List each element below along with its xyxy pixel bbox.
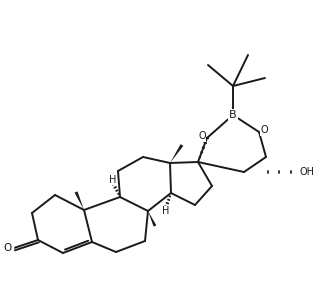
Text: B: B [229, 110, 237, 120]
Text: H: H [162, 206, 170, 216]
Polygon shape [75, 191, 84, 210]
Text: H: H [109, 175, 117, 185]
Text: O: O [260, 125, 268, 135]
Polygon shape [148, 211, 156, 227]
Text: OH: OH [299, 167, 314, 177]
Text: O: O [4, 243, 12, 253]
Polygon shape [170, 144, 183, 163]
Text: O: O [198, 131, 206, 141]
